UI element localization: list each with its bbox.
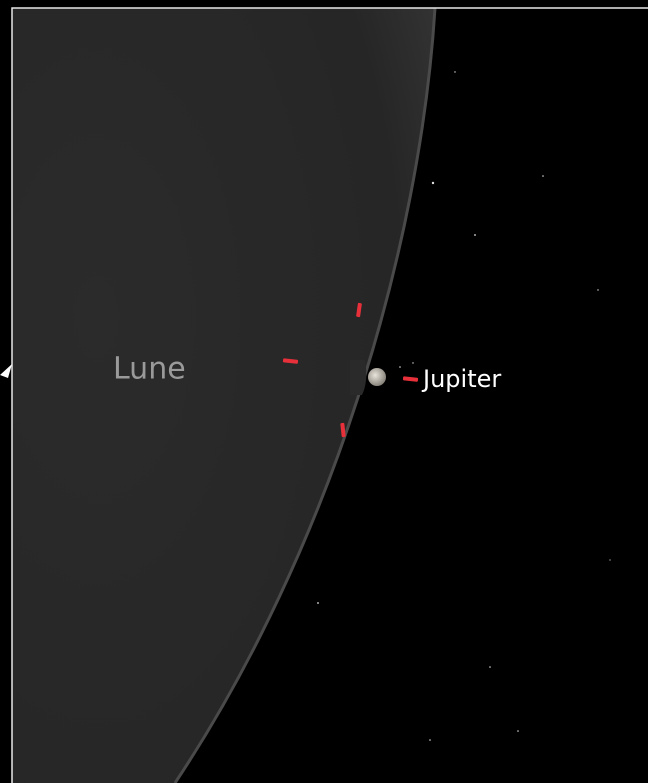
star: [597, 289, 599, 291]
star: [454, 71, 456, 73]
star: [431, 181, 435, 185]
star: [609, 559, 611, 561]
star: [542, 175, 544, 177]
star: [317, 602, 319, 604]
moon-disc: [12, 8, 435, 783]
target-markers: [282, 302, 419, 438]
marker: [282, 358, 299, 364]
star: [517, 730, 519, 732]
marker: [402, 376, 419, 382]
moon-limb: [173, 7, 437, 783]
moon-occlusion: [350, 360, 367, 395]
jupiter-disc: [368, 368, 386, 386]
marker: [340, 422, 346, 438]
star: [412, 362, 414, 364]
marker: [356, 302, 362, 318]
view-frame: [11, 7, 648, 783]
stars: [317, 71, 611, 741]
star: [429, 739, 431, 741]
jupiter-label: Jupiter: [421, 365, 501, 393]
moon-label: Lune: [113, 352, 186, 387]
cursor: [0, 364, 12, 378]
star: [489, 666, 491, 668]
star: [399, 366, 401, 368]
star: [474, 234, 476, 236]
